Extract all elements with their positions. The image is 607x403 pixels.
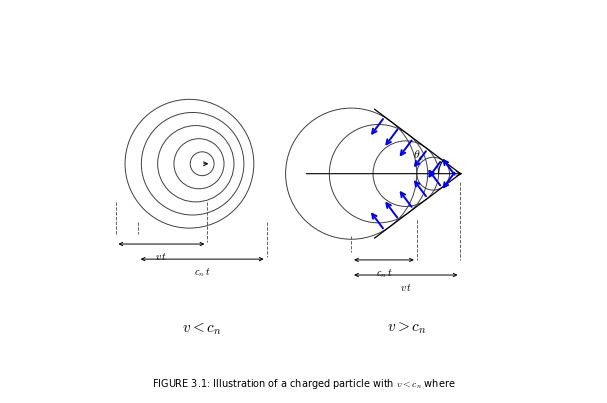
Text: $c_n\,t$: $c_n\,t$	[194, 266, 211, 279]
Text: $v < c_n$: $v < c_n$	[183, 320, 222, 337]
Text: $\theta_c$: $\theta_c$	[413, 149, 424, 163]
Text: $v\,t$: $v\,t$	[400, 282, 412, 293]
Text: $v\,t$: $v\,t$	[155, 251, 168, 262]
Text: F$\mathregular{IGURE}$ 3.1: Illustration of a charged particle with $v < c_n$ wh: F$\mathregular{IGURE}$ 3.1: Illustration…	[152, 377, 455, 391]
Text: $c_n\,t$: $c_n\,t$	[376, 267, 392, 280]
Text: $v > c_n$: $v > c_n$	[387, 321, 427, 337]
